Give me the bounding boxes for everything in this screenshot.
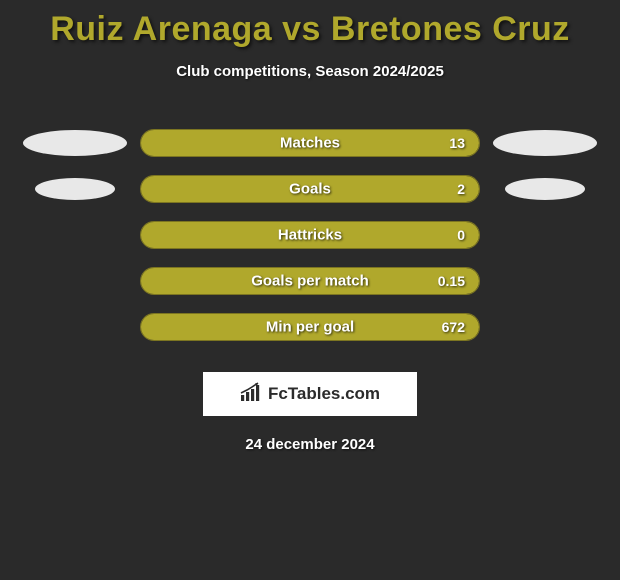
player-left-badge xyxy=(20,174,130,204)
stat-label: Min per goal xyxy=(266,319,354,336)
brand-badge[interactable]: FcTables.com xyxy=(203,372,417,416)
player-right-badge xyxy=(490,312,600,342)
stat-bar: Hattricks 0 xyxy=(140,221,480,249)
stats-rows: Matches 13 Goals 2 Hattricks 0 Goals per match… xyxy=(0,120,620,350)
stat-value-right: 672 xyxy=(442,319,465,335)
player-left-badge xyxy=(20,266,130,296)
stat-row: Goals 2 xyxy=(0,166,620,212)
stat-row: Min per goal 672 xyxy=(0,304,620,350)
stat-label: Hattricks xyxy=(278,227,342,244)
stat-row: Matches 13 xyxy=(0,120,620,166)
stat-value-right: 13 xyxy=(449,135,465,151)
player-left-badge xyxy=(20,128,130,158)
date-line: 24 december 2024 xyxy=(0,436,620,453)
stat-bar: Min per goal 672 xyxy=(140,313,480,341)
stat-bar: Goals per match 0.15 xyxy=(140,267,480,295)
page-title: Ruiz Arenaga vs Bretones Cruz xyxy=(0,0,620,49)
player-right-badge xyxy=(490,266,600,296)
player-right-badge xyxy=(490,128,600,158)
player-right-badge xyxy=(490,174,600,204)
stat-value-right: 2 xyxy=(457,181,465,197)
stat-value-right: 0.15 xyxy=(438,273,465,289)
player-left-badge xyxy=(20,312,130,342)
stat-bar: Matches 13 xyxy=(140,129,480,157)
stat-bar: Goals 2 xyxy=(140,175,480,203)
h2h-infographic: Ruiz Arenaga vs Bretones Cruz Club compe… xyxy=(0,0,620,580)
player-left-badge xyxy=(20,220,130,250)
stat-row: Hattricks 0 xyxy=(0,212,620,258)
stat-value-right: 0 xyxy=(457,227,465,243)
player-right-badge xyxy=(490,220,600,250)
stat-label: Goals per match xyxy=(251,273,369,290)
stat-row: Goals per match 0.15 xyxy=(0,258,620,304)
bar-chart-growth-icon xyxy=(240,382,262,407)
page-subtitle: Club competitions, Season 2024/2025 xyxy=(0,63,620,80)
stat-label: Matches xyxy=(280,135,340,152)
stat-label: Goals xyxy=(289,181,331,198)
brand-text: FcTables.com xyxy=(268,384,380,404)
